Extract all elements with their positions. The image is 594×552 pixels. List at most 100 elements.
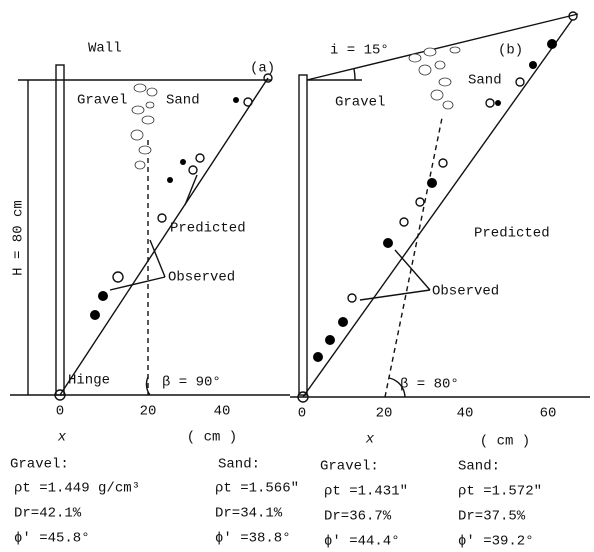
arrow (394, 249, 431, 291)
angle-label: β = 80° (400, 377, 459, 393)
gravel-stone (141, 115, 155, 125)
x-label: x (365, 432, 375, 448)
angle-arc (145, 376, 151, 396)
gravel-stone (449, 46, 461, 54)
observed-point (383, 238, 393, 248)
gravel-stone (442, 100, 454, 110)
wall (298, 74, 308, 396)
angle-arc (388, 377, 406, 398)
sand-label: Sand (166, 93, 200, 109)
panel-a: Wall (a) Gravel Sand Predicted Observed … (10, 41, 290, 446)
gravel-wedge (408, 46, 461, 110)
prop-line: ϕ′ =45.8° (14, 531, 90, 547)
observed-point (233, 97, 239, 103)
hinge-mark (54, 389, 66, 401)
predicted-label: Predicted (474, 226, 550, 242)
prop-line: Dr=36.7% (324, 509, 392, 525)
observed-points (90, 73, 273, 320)
observed-point (427, 178, 437, 188)
slope-label: i = 15° (330, 43, 389, 59)
predicted-line (302, 19, 573, 398)
observed-point (399, 217, 409, 227)
slip-line (384, 117, 443, 398)
observed-point (338, 317, 348, 327)
prop-title: Sand: (218, 457, 260, 473)
observed-point (568, 11, 578, 21)
gravel-stone (131, 105, 145, 115)
gravel-stone (430, 89, 444, 101)
prop-line: Dr=42.1% (14, 506, 82, 522)
observed-point (485, 98, 495, 108)
arrow (109, 276, 166, 291)
arrow (149, 239, 166, 278)
unit: ( cm ) (187, 430, 237, 446)
observed-points (313, 11, 578, 362)
observed-point (438, 158, 448, 168)
hinge-mark (297, 391, 309, 403)
observed-point (195, 153, 205, 163)
wall-label: Wall (88, 41, 122, 57)
observed-point (313, 352, 323, 362)
x-tick-label: 40 (457, 406, 474, 422)
observed-point (112, 271, 124, 283)
prop-line: ρt =1.449 g/cm³ (14, 481, 140, 497)
observed-point (243, 97, 253, 107)
observed-point (167, 177, 173, 183)
gravel-stone (134, 160, 146, 170)
predicted-line (59, 77, 269, 396)
observed-point (180, 159, 186, 165)
gravel-label: Gravel (335, 95, 385, 111)
gravel-stone (438, 77, 452, 87)
prop-line: ρt =1.572" (458, 484, 542, 500)
arrow (184, 174, 198, 206)
x-tick-label: 20 (140, 404, 157, 420)
prop-line: Dr=37.5% (458, 509, 526, 525)
observed-point (98, 291, 108, 301)
gravel-stone (408, 53, 422, 63)
prop-line: ϕ′ =39.2° (458, 534, 534, 550)
arrow (359, 289, 431, 301)
gravel-stone (146, 87, 158, 97)
gravel-stone (138, 145, 152, 155)
observed-point (188, 165, 198, 175)
unit: ( cm ) (480, 434, 530, 450)
observed-label: Observed (168, 270, 235, 286)
x-label: x (57, 430, 67, 446)
prop-line: ρt =1.431" (324, 484, 408, 500)
observed-point (515, 77, 525, 87)
prop-line: ϕ′ =38.8° (215, 531, 291, 547)
observed-point (90, 310, 100, 320)
prop-line: ϕ′ =44.4° (324, 534, 400, 550)
gravel-stone (133, 83, 147, 93)
x-tick-label: 60 (540, 406, 557, 422)
height-label: H = 80 cm (11, 200, 27, 276)
properties: Gravel: ρt =1.449 g/cm³ Dr=42.1% ϕ′ =45.… (10, 457, 542, 550)
observed-point (263, 73, 273, 83)
prop-title: Gravel: (320, 459, 379, 475)
slope-arc (353, 68, 356, 81)
observed-point (547, 39, 557, 49)
hinge-label: Hinge (68, 373, 110, 389)
sand-label: Sand (468, 73, 502, 89)
x-tick-label: 40 (214, 404, 231, 420)
predicted-label: Predicted (170, 221, 246, 237)
observed-point (415, 197, 425, 207)
prop-title: Sand: (458, 459, 500, 475)
x-tick-label: 0 (298, 406, 306, 422)
observed-point (495, 100, 501, 106)
observed-point (325, 335, 335, 345)
observed-point (529, 61, 537, 69)
gravel-label: Gravel (77, 93, 127, 109)
gravel-stone (434, 60, 446, 70)
prop-title: Gravel: (10, 457, 69, 473)
wall (55, 64, 65, 396)
observed-point (157, 213, 167, 223)
prop-line: Dr=34.1% (215, 506, 283, 522)
prop-line: ρt =1.566" (215, 481, 299, 497)
observed-label: Observed (432, 284, 499, 300)
gravel-wedge (130, 83, 158, 170)
gravel-stone (130, 129, 144, 141)
observed-point (347, 293, 357, 303)
